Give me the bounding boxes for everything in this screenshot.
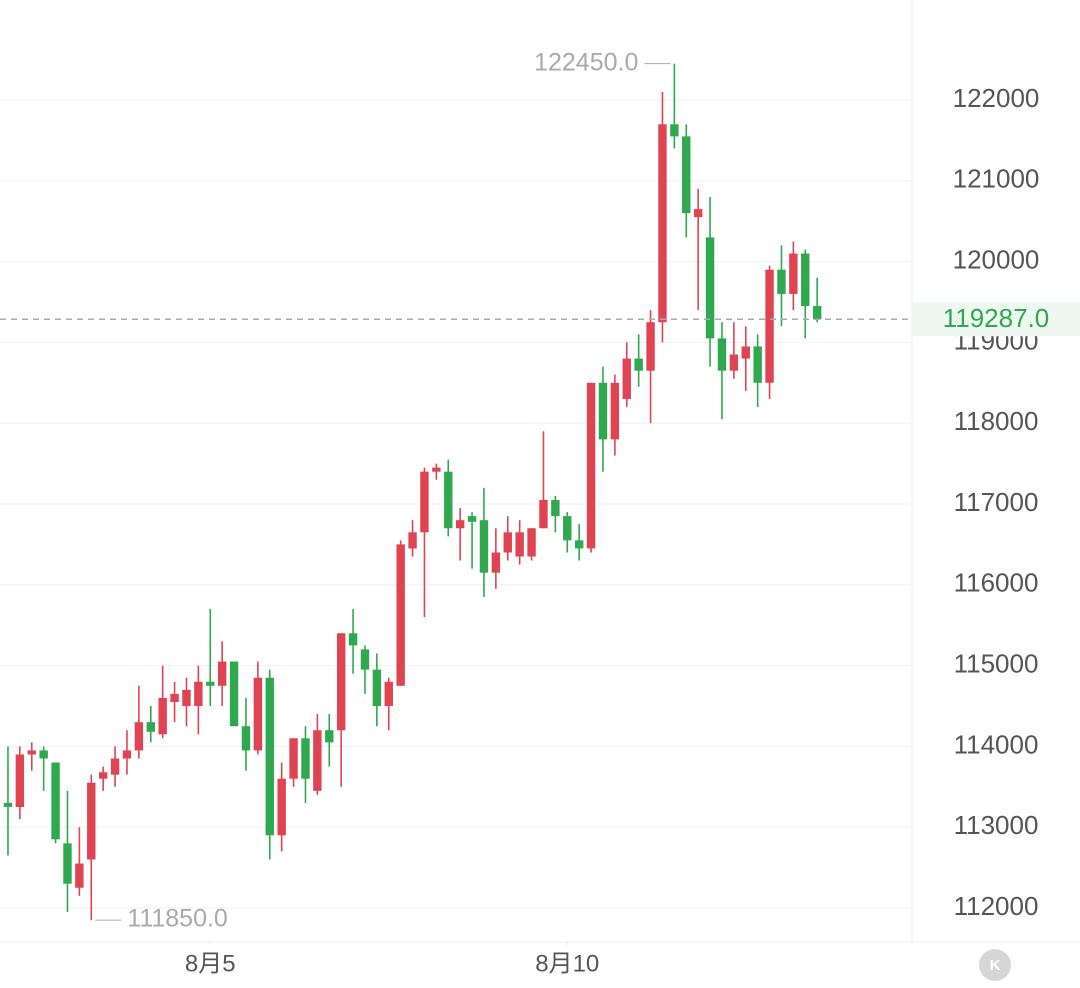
candle-body [336, 633, 346, 731]
candle-body [563, 516, 572, 541]
candle-body [789, 253, 798, 294]
candle-body [313, 730, 322, 791]
y-tick-label: 121000 [953, 164, 1040, 194]
candle-body [729, 354, 739, 371]
candle-body [158, 697, 167, 735]
candle-body [51, 762, 60, 840]
candle-body [384, 681, 393, 706]
y-tick-label: 118000 [954, 406, 1039, 436]
candle-body [360, 649, 370, 670]
candle-body [348, 633, 358, 646]
candle-body [741, 346, 750, 359]
y-tick-label: 117000 [954, 487, 1039, 517]
y-tick-label: 122000 [953, 83, 1040, 113]
candle-body [551, 499, 560, 517]
y-tick-label: 112000 [954, 891, 1039, 921]
candle-body [598, 382, 608, 440]
candle-body [277, 778, 286, 836]
candle-body [396, 544, 405, 686]
candle-body [646, 322, 655, 371]
candle-body [467, 516, 477, 522]
candle-body [217, 661, 227, 686]
candle-body [170, 693, 179, 702]
candle-body [75, 863, 84, 888]
x-tick-label: 8月10 [535, 950, 599, 977]
candle-body [586, 382, 596, 549]
candle-body [3, 802, 13, 807]
candle-body [420, 471, 429, 533]
candle-body [693, 209, 703, 218]
candle-body [455, 520, 465, 529]
extreme-label: 111850.0 [127, 905, 228, 933]
candle-body [705, 237, 715, 339]
candle-body [682, 136, 691, 214]
candle-body [539, 499, 548, 529]
y-tick-label: 114000 [954, 729, 1039, 759]
candle-body [432, 467, 441, 472]
candle-body [289, 738, 298, 779]
candle-body [765, 269, 774, 383]
candle-body [408, 532, 417, 549]
candle-body [229, 661, 239, 727]
candle-body [194, 681, 203, 706]
last-price-bg [912, 302, 1080, 337]
candle-body [63, 843, 72, 884]
candle-body [610, 382, 620, 440]
candle-body [110, 758, 120, 775]
candle-body [146, 722, 155, 732]
candle-body [253, 677, 263, 751]
candle-body [670, 124, 679, 137]
candle-body [372, 669, 382, 706]
candle-body [182, 689, 191, 706]
candle-body [134, 722, 144, 751]
candle-body [503, 532, 512, 553]
candle-body [717, 338, 727, 371]
y-tick-label: 120000 [953, 244, 1040, 274]
y-tick-label: 113000 [954, 810, 1039, 840]
x-tick-label: 8月5 [185, 950, 236, 977]
candle-body [491, 552, 501, 573]
candle-body [122, 750, 132, 759]
y-tick-label: 115000 [954, 648, 1039, 678]
candle-body [15, 754, 25, 807]
candle-body [777, 269, 786, 294]
candle-body [241, 726, 251, 751]
extreme-label: 122450.0 [534, 48, 638, 76]
candle-body [301, 738, 310, 779]
candle-body [265, 677, 274, 836]
candle-body [622, 358, 631, 399]
candle-body [658, 124, 667, 323]
candle-body [479, 520, 489, 573]
k-button-label[interactable]: K [990, 957, 1001, 974]
y-tick-label: 116000 [954, 568, 1039, 598]
last-price-label: 119287.0 [943, 303, 1050, 333]
candle-body [206, 681, 215, 686]
candle-body [753, 346, 762, 383]
k-button[interactable] [979, 949, 1011, 981]
candle-body [39, 750, 48, 759]
candle-body [574, 540, 584, 549]
candle-body [812, 306, 822, 320]
candle-body [87, 782, 96, 860]
candle-body [444, 471, 453, 529]
candle-body [27, 750, 36, 755]
candle-body [634, 358, 643, 371]
candle-body [98, 772, 108, 779]
candle-body [527, 528, 536, 557]
candle-body [325, 730, 334, 743]
candle-body [515, 532, 524, 557]
candle-body [801, 253, 810, 307]
